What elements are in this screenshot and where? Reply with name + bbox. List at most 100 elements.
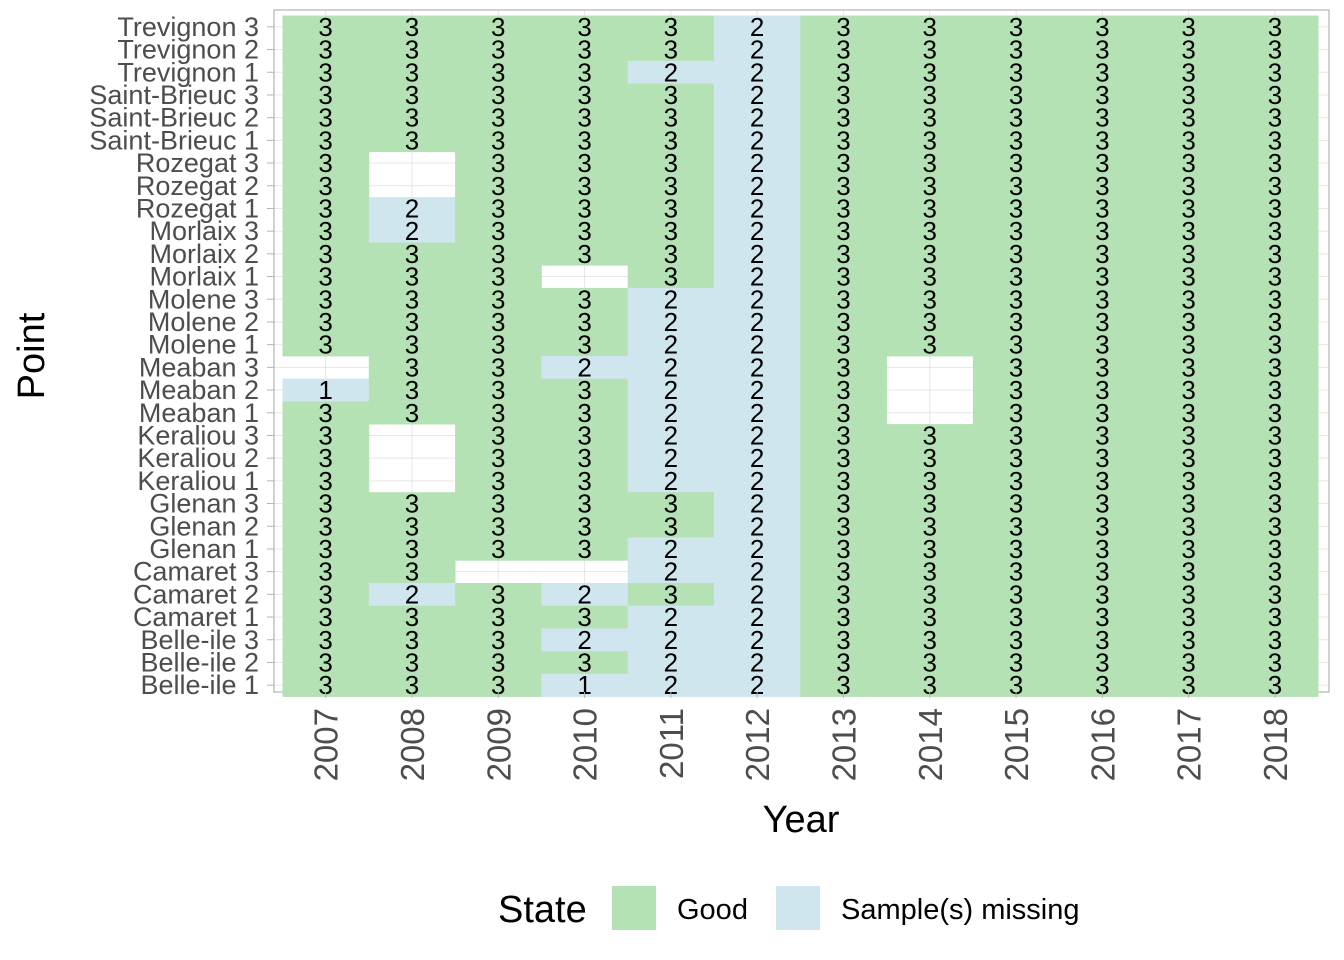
heatmap-cell bbox=[1059, 469, 1146, 493]
heatmap-cell bbox=[1231, 537, 1319, 561]
heatmap-cell bbox=[714, 356, 801, 380]
heatmap-cell bbox=[282, 628, 370, 652]
heatmap-cell bbox=[541, 151, 629, 175]
heatmap-cell bbox=[972, 242, 1060, 266]
heatmap-cell bbox=[455, 151, 542, 175]
cell-count-label: 3 bbox=[923, 557, 937, 587]
cell-count-label: 3 bbox=[1009, 216, 1023, 246]
heatmap-cell bbox=[627, 401, 715, 425]
legend-key-good bbox=[612, 886, 656, 930]
heatmap-cell bbox=[800, 378, 887, 402]
cell-count-label: 3 bbox=[491, 216, 505, 246]
heatmap-cell bbox=[455, 287, 542, 311]
cell-count-label: 3 bbox=[664, 239, 678, 269]
cell-count-label: 3 bbox=[1009, 670, 1023, 700]
cell-count-label: 3 bbox=[923, 262, 937, 292]
heatmap-cell bbox=[368, 310, 456, 334]
heatmap-cell bbox=[282, 60, 370, 84]
cell-count-label: 3 bbox=[836, 670, 850, 700]
heatmap-cell bbox=[1231, 60, 1319, 84]
heatmap-cell bbox=[800, 174, 887, 198]
heatmap-cell bbox=[1231, 174, 1319, 198]
cell-count-label: 3 bbox=[1095, 466, 1109, 496]
cell-count-label: 3 bbox=[836, 352, 850, 382]
cell-count-label: 3 bbox=[318, 647, 332, 677]
heatmap-cell bbox=[714, 219, 801, 243]
y-tick-label: Camaret 1 bbox=[133, 602, 259, 632]
cell-count-label: 3 bbox=[923, 602, 937, 632]
heatmap-cell bbox=[800, 15, 887, 39]
heatmap-cell bbox=[800, 469, 887, 493]
heatmap-cell bbox=[800, 514, 887, 538]
cell-count-label: 3 bbox=[923, 511, 937, 541]
heatmap-cell bbox=[627, 356, 715, 380]
cell-count-label: 2 bbox=[750, 307, 764, 337]
cell-count-label: 2 bbox=[664, 534, 678, 564]
heatmap-cell bbox=[455, 174, 542, 198]
cell-count-label: 3 bbox=[1095, 284, 1109, 314]
legend-label-good: Good bbox=[677, 894, 748, 926]
heatmap-cell bbox=[627, 242, 715, 266]
heatmap-cell bbox=[1231, 424, 1319, 448]
cell-count-label: 3 bbox=[1009, 171, 1023, 201]
cell-count-label: 3 bbox=[1095, 80, 1109, 110]
heatmap-cell bbox=[1059, 15, 1146, 39]
cell-count-label: 3 bbox=[1009, 103, 1023, 133]
cell-count-label: 2 bbox=[664, 625, 678, 655]
cell-count-label: 3 bbox=[1095, 557, 1109, 587]
cell-count-label: 3 bbox=[1181, 216, 1195, 246]
x-tick-label: 2009 bbox=[480, 708, 517, 781]
cell-count-label: 3 bbox=[664, 511, 678, 541]
y-tick-label: Belle-ile 1 bbox=[140, 670, 259, 700]
heatmap-cell bbox=[972, 583, 1060, 607]
cell-count-label: 2 bbox=[405, 579, 419, 609]
cell-count-label: 2 bbox=[664, 352, 678, 382]
cell-count-label: 2 bbox=[750, 80, 764, 110]
cell-count-label: 2 bbox=[577, 579, 591, 609]
heatmap-cell bbox=[627, 38, 715, 62]
heatmap-cell bbox=[1145, 129, 1233, 153]
cell-count-label: 3 bbox=[1095, 330, 1109, 360]
cell-count-label: 3 bbox=[318, 35, 332, 65]
heatmap-cell bbox=[627, 219, 715, 243]
cell-count-label: 3 bbox=[836, 420, 850, 450]
heatmap-cell bbox=[1145, 265, 1233, 289]
cell-count-label: 3 bbox=[1268, 534, 1282, 564]
cell-count-label: 3 bbox=[491, 193, 505, 223]
heatmap-cell bbox=[541, 651, 629, 675]
heatmap-cell bbox=[455, 310, 542, 334]
heatmap-cell bbox=[972, 265, 1060, 289]
cell-count-label: 3 bbox=[836, 171, 850, 201]
heatmap-cell bbox=[282, 38, 370, 62]
heatmap-cell bbox=[886, 469, 974, 493]
heatmap-cell bbox=[455, 15, 542, 39]
cell-count-label: 2 bbox=[750, 579, 764, 609]
cell-count-label: 3 bbox=[836, 557, 850, 587]
cell-count-label: 2 bbox=[750, 57, 764, 87]
cell-count-label: 2 bbox=[750, 352, 764, 382]
cell-count-label: 3 bbox=[923, 489, 937, 519]
cell-count-label: 3 bbox=[1009, 489, 1023, 519]
y-axis-title: Point bbox=[11, 312, 53, 399]
cell-count-label: 3 bbox=[1268, 466, 1282, 496]
heatmap-cell bbox=[1059, 560, 1146, 584]
cell-count-label: 3 bbox=[664, 103, 678, 133]
cell-count-label: 3 bbox=[1268, 625, 1282, 655]
cell-count-label: 3 bbox=[1181, 148, 1195, 178]
cell-count-label: 3 bbox=[836, 647, 850, 677]
heatmap-cell bbox=[627, 287, 715, 311]
heatmap-cell bbox=[1145, 424, 1233, 448]
cell-count-label: 3 bbox=[405, 647, 419, 677]
cell-count-label: 3 bbox=[836, 57, 850, 87]
x-tick-label: 2013 bbox=[825, 708, 862, 781]
cell-count-label: 3 bbox=[491, 352, 505, 382]
cell-count-label: 3 bbox=[1009, 35, 1023, 65]
cell-count-label: 3 bbox=[318, 80, 332, 110]
heatmap-cell bbox=[800, 537, 887, 561]
heatmap-cell bbox=[972, 424, 1060, 448]
heatmap-cell bbox=[368, 378, 456, 402]
cell-count-label: 3 bbox=[1009, 511, 1023, 541]
heatmap-cell bbox=[886, 129, 974, 153]
cell-count-label: 2 bbox=[750, 193, 764, 223]
heatmap-cell bbox=[368, 38, 456, 62]
